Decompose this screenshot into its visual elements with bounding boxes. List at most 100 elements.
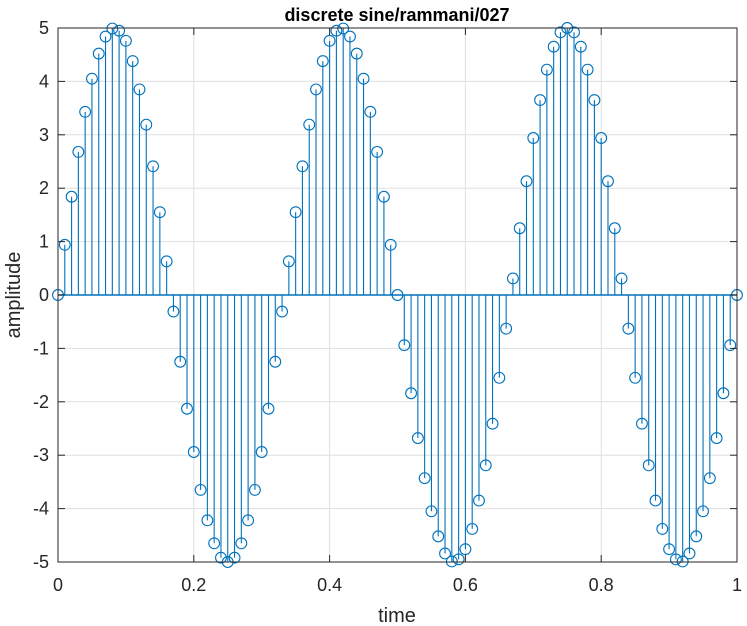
stem-point [330, 24, 343, 37]
stem-point [405, 387, 418, 400]
stem-point [228, 551, 241, 564]
stem-point [282, 255, 295, 268]
stem-point [167, 305, 180, 318]
y-tick-label: 0 [39, 285, 49, 305]
stem-point [411, 432, 424, 445]
stem-point [126, 55, 139, 68]
stem-point [337, 22, 350, 35]
stem-point [201, 514, 214, 527]
stem-point [133, 83, 146, 96]
stem-point [391, 289, 404, 301]
stem-point [364, 105, 377, 118]
stem-point [58, 238, 71, 251]
stem-point [473, 494, 485, 507]
x-tick-label: 0.4 [317, 575, 342, 595]
stem-point [568, 26, 580, 39]
stem-point [371, 145, 384, 158]
stem-point [486, 417, 499, 430]
stem-point [323, 34, 336, 47]
stem-point [418, 472, 431, 485]
stem-point [99, 30, 112, 43]
stem-point [235, 537, 248, 550]
x-tick-label: 1 [732, 575, 742, 595]
x-tick-label: 0 [53, 575, 63, 595]
y-tick-label: 1 [39, 232, 49, 252]
stem-point [350, 47, 363, 60]
stem-point [493, 371, 506, 384]
stem-point [248, 483, 261, 496]
y-tick-label: -5 [33, 552, 49, 572]
stem-point [72, 145, 85, 158]
stem-point [344, 30, 356, 43]
stem-point [615, 272, 628, 285]
stem-point [357, 72, 370, 85]
stem-point [683, 547, 696, 560]
stem-point [255, 446, 268, 458]
marker-layer [52, 22, 743, 568]
stem-point [663, 543, 676, 556]
stem-point [642, 459, 655, 472]
stem-point [432, 530, 445, 543]
y-tick-label: -4 [33, 499, 49, 519]
stem-point [602, 175, 614, 188]
stem-point [581, 63, 594, 76]
stem-point [398, 339, 411, 352]
y-tick-label: -3 [33, 445, 49, 465]
stem-point [669, 553, 682, 566]
stem-point [703, 472, 716, 485]
stem-point [547, 40, 560, 53]
stem-point [629, 371, 642, 384]
x-axis-label: time [378, 605, 416, 626]
stem-point [65, 190, 78, 203]
stem-point [554, 26, 567, 39]
stem-point [717, 387, 730, 400]
chart-title: discrete sine/rammani/027 [284, 5, 509, 25]
stem-point [303, 118, 316, 131]
stem-point [622, 322, 635, 335]
stem-point [160, 255, 173, 268]
stem-point [445, 555, 458, 568]
y-tick-label: 4 [39, 71, 49, 91]
stem-point [289, 206, 302, 219]
stem-point [595, 132, 608, 144]
stem-point [296, 160, 309, 173]
stem-point [119, 34, 132, 47]
stem-point [269, 355, 282, 368]
x-tick-label: 0.2 [181, 575, 206, 595]
stem-point [520, 175, 533, 188]
axis-layer [57, 27, 738, 563]
stem-point [187, 446, 200, 458]
y-tick-label: 2 [39, 178, 49, 198]
stem-point [425, 505, 438, 518]
stem-point [635, 417, 648, 430]
stem-point [527, 132, 540, 144]
stem-point [649, 494, 662, 507]
y-tick-label: -2 [33, 392, 49, 412]
stem-point [540, 63, 553, 76]
stem-point [676, 555, 689, 568]
stem-point [697, 505, 709, 518]
y-tick-label: 3 [39, 125, 49, 145]
stem-point [85, 72, 98, 85]
stem-point [608, 222, 621, 235]
stem-point [153, 206, 166, 219]
stem-layer [58, 28, 737, 562]
y-axis-label: amplitude [3, 252, 25, 339]
stem-point [208, 537, 221, 550]
stem-point [459, 543, 472, 556]
stem-point [452, 553, 465, 566]
stem-point [113, 24, 126, 37]
y-tick-label: -1 [33, 338, 49, 358]
stem-point [724, 339, 737, 352]
stem-point [194, 483, 207, 496]
stem-point [439, 547, 451, 560]
stem-point [310, 83, 322, 96]
x-tick-label: 0.6 [453, 575, 478, 595]
stem-point [181, 402, 193, 415]
y-tick-label: 5 [39, 18, 49, 38]
stem-point [79, 105, 92, 118]
stem-point [506, 272, 519, 285]
stem-point [377, 190, 390, 203]
